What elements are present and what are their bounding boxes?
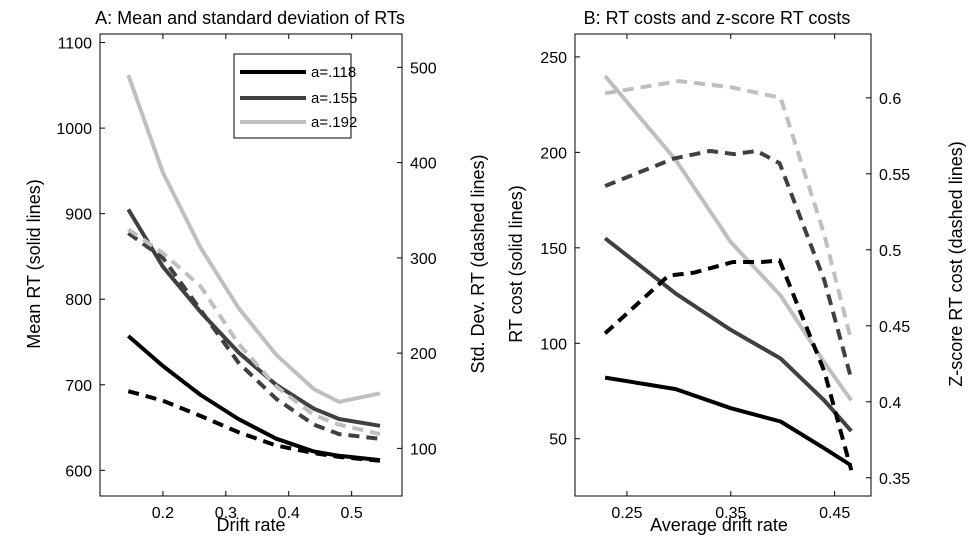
- panel-a-left-y-tick-label: 900: [65, 207, 92, 224]
- panel-b-series-solid-line: [604, 375, 853, 468]
- panel-b-left-y-tick-label: 100: [540, 336, 567, 353]
- panel-a-left-y-tick-label: 700: [65, 378, 92, 395]
- legend-label: a=.155: [311, 90, 357, 107]
- panel-a-right-y-tick-label: 200: [410, 346, 437, 363]
- panel-a-right-y-tick-label: 400: [410, 156, 437, 173]
- panel-b-left-y-axis-label: RT cost (solid lines): [506, 185, 526, 342]
- panel-a-right-y-tick-label: 100: [410, 441, 437, 458]
- panel-b-x-axis-label: Average drift rate: [650, 515, 788, 535]
- panel-a-x-axis-label: Drift rate: [216, 515, 285, 535]
- legend-entry: a=.155: [240, 90, 357, 107]
- panel-b: B: RT costs and z-score RT costs 0.25 0.3…: [506, 8, 966, 535]
- panel-a-series-solid-line: [126, 208, 381, 428]
- panel-a-left-y-tick-label: 1000: [56, 121, 92, 138]
- panel-b-series-solid-line: [603, 236, 853, 433]
- panel-a-left-y-tick-label: 600: [65, 463, 92, 480]
- panel-a-series-solid-line: [126, 74, 381, 404]
- legend: a=.118 a=.155 a=.192: [233, 53, 357, 139]
- panel-a-series-dashed-line: [127, 389, 381, 463]
- panel-a-left-y-tick-label: 1100: [58, 36, 93, 53]
- panel-b-x-tick-label: 0.35: [715, 505, 746, 522]
- panel-b-x-tick-label: 0.45: [819, 505, 850, 522]
- panel-a-title: A: Mean and standard deviation of RTs: [95, 8, 405, 28]
- panel-b-right-y-tick-label: 0.55: [879, 167, 910, 184]
- panel-a-left-y-axis-label: Mean RT (solid lines): [24, 179, 44, 348]
- panel-b-right-y-axis-label: Z-score RT cost (dashed lines): [946, 141, 966, 386]
- panel-a-ticks: 0.2 0.3 0.4 0.5 600 700 800 900 1000 1100 100 200 30…: [56, 34, 437, 522]
- panel-b-series-solid-line: [603, 74, 853, 402]
- panel-b-right-y-tick-label: 0.4: [879, 395, 901, 412]
- panel-b-left-y-tick-label: 150: [540, 241, 567, 258]
- panel-a-right-y-tick-label: 300: [410, 251, 437, 268]
- panel-b-left-y-tick-label: 50: [549, 432, 567, 449]
- panel-a-right-y-axis-label: Std. Dev. RT (dashed lines): [468, 154, 488, 373]
- panel-b-ticks: 0.25 0.35 0.45 50 100 150 200 250 0.35 0.4 0.45 0.5…: [540, 34, 910, 522]
- panel-b-left-y-tick-label: 200: [540, 145, 567, 162]
- panel-a-x-tick-label: 0.3: [215, 505, 237, 522]
- panel-b-series-dashed-line: [604, 79, 854, 342]
- panel-a-series-dashed-line: [127, 231, 381, 441]
- legend-entry: a=.192: [240, 114, 357, 131]
- panel-a-x-tick-label: 0.2: [152, 505, 174, 522]
- legend-entry: a=.118: [240, 64, 356, 81]
- panel-a-series-lines: [126, 74, 381, 463]
- panel-b-series-dashed-line: [603, 258, 854, 471]
- panel-a-x-tick-label: 0.5: [341, 505, 363, 522]
- panel-a-x-tick-label: 0.4: [278, 505, 300, 522]
- panel-b-plot-area: [574, 33, 872, 497]
- panel-b-series-dashed-line: [604, 149, 854, 380]
- panel-b-right-y-tick-label: 0.45: [879, 319, 910, 336]
- panel-a-right-y-tick-label: 500: [410, 60, 437, 77]
- panel-b-title: B: RT costs and z-score RT costs: [584, 8, 851, 28]
- panel-a-left-y-tick-label: 800: [65, 292, 92, 309]
- panel-a-series-solid-line: [126, 334, 381, 463]
- panel-a-series-dashed-line: [127, 227, 381, 437]
- panel-b-series-lines: [603, 74, 854, 471]
- panel-b-right-y-tick-label: 0.35: [879, 471, 910, 488]
- legend-label: a=.118: [311, 64, 356, 81]
- panel-b-right-y-tick-label: 0.5: [879, 243, 901, 260]
- panel-b-left-y-tick-label: 250: [540, 50, 567, 67]
- panel-a-plot-area: [99, 33, 403, 497]
- panel-a: A: Mean and standard deviation of RTs 0.…: [24, 8, 488, 535]
- panel-b-x-tick-label: 0.25: [611, 505, 642, 522]
- panel-b-right-y-tick-label: 0.6: [879, 91, 901, 108]
- legend-label: a=.192: [311, 114, 357, 131]
